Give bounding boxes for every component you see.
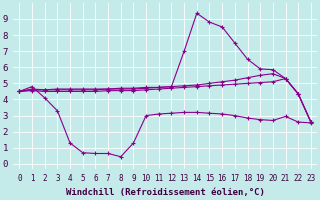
X-axis label: Windchill (Refroidissement éolien,°C): Windchill (Refroidissement éolien,°C) xyxy=(66,188,265,197)
